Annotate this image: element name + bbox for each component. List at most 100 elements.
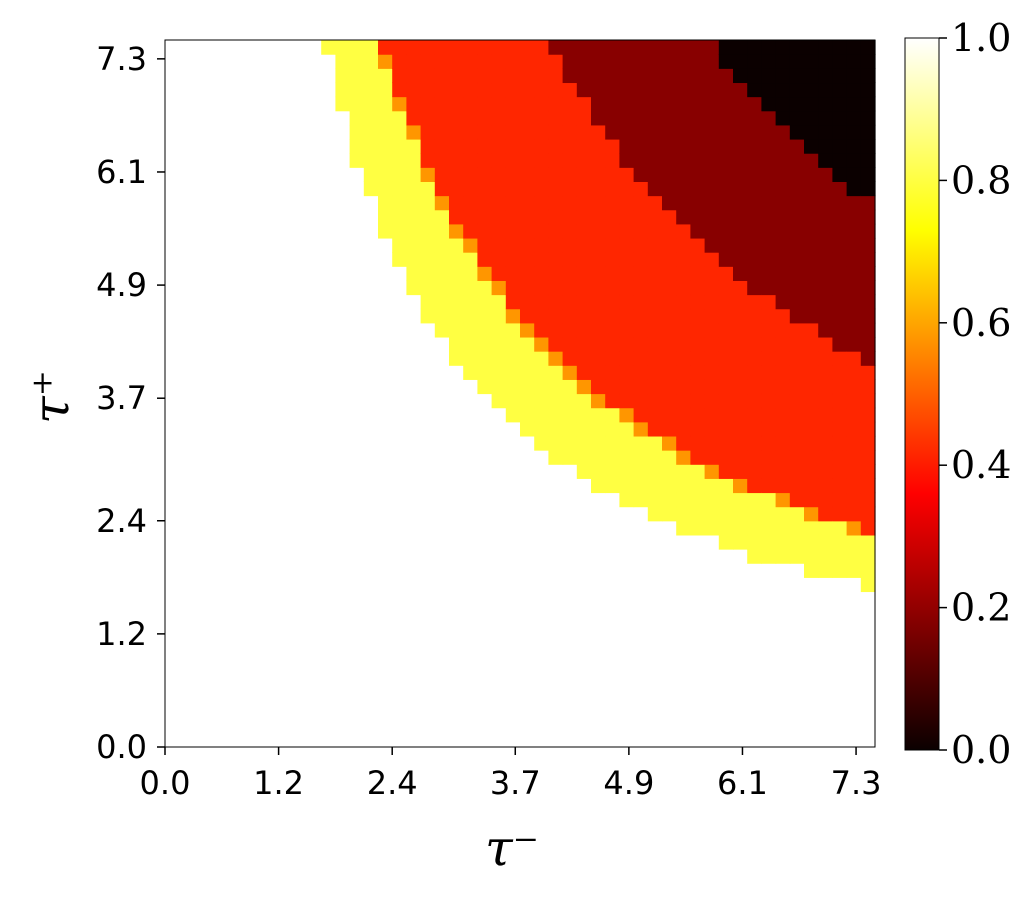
- heatmap-cell: [789, 534, 805, 550]
- heatmap-cell: [534, 68, 549, 84]
- heatmap-cell: [647, 110, 663, 126]
- heatmap-cell: [619, 379, 635, 395]
- heatmap-cell: [647, 124, 663, 140]
- heatmap-cell: [534, 266, 549, 281]
- heatmap-cell: [775, 308, 791, 324]
- heatmap-cell: [733, 492, 748, 508]
- heatmap-cell: [647, 379, 663, 395]
- heatmap-cell: [662, 153, 677, 168]
- heatmap-cell: [520, 266, 535, 281]
- heatmap-cell: [846, 450, 862, 465]
- heatmap-cell: [789, 237, 805, 253]
- heatmap-cell: [846, 124, 862, 140]
- heatmap-cell: [860, 322, 876, 338]
- heatmap-cell: [718, 407, 734, 423]
- heatmap-cell: [591, 294, 606, 310]
- heatmap-cell: [747, 110, 762, 126]
- heatmap-cell: [449, 280, 464, 296]
- heatmap-cell: [733, 351, 748, 366]
- heatmap-cell: [633, 280, 649, 296]
- heatmap-cell: [633, 351, 649, 366]
- heatmap-cell: [605, 407, 620, 423]
- heatmap-cell: [860, 40, 876, 55]
- heatmap-cell: [747, 266, 762, 281]
- heatmap-cell: [789, 464, 805, 479]
- heatmap-cell: [761, 181, 777, 197]
- heatmap-cell: [789, 153, 805, 168]
- heatmap-cell: [619, 393, 635, 409]
- heatmap-cell: [704, 280, 720, 296]
- heatmap-cell: [690, 393, 706, 409]
- heatmap-cell: [619, 68, 635, 84]
- heatmap-cell: [733, 294, 748, 310]
- heatmap-cell: [804, 549, 819, 564]
- heatmap-cell: [520, 308, 535, 324]
- heatmap-cell: [818, 351, 833, 366]
- heatmap-cell: [491, 153, 507, 168]
- heatmap-cell: [804, 336, 819, 352]
- heatmap-cell: [605, 96, 620, 112]
- heatmap-cell: [662, 435, 677, 451]
- heatmap-cell: [747, 54, 762, 69]
- heatmap-cell: [349, 82, 365, 98]
- heatmap-cell: [761, 365, 777, 380]
- heatmap-cell: [832, 520, 848, 536]
- heatmap-cell: [576, 322, 592, 338]
- heatmap-cell: [463, 237, 478, 253]
- heatmap-cell: [619, 96, 635, 112]
- heatmap-cell: [775, 407, 791, 423]
- heatmap-cell: [633, 407, 649, 423]
- heatmap-cell: [860, 450, 876, 465]
- heatmap-cell: [860, 534, 876, 550]
- heatmap-cell: [548, 407, 564, 423]
- heatmap-cell: [804, 393, 819, 409]
- heatmap-cell: [576, 209, 592, 225]
- heatmap-cell: [860, 549, 876, 564]
- heatmap-cell: [789, 478, 805, 494]
- heatmap-cell: [562, 294, 578, 310]
- heatmap-cell: [449, 40, 464, 55]
- heatmap-cell: [562, 351, 578, 366]
- heatmap-cell: [505, 393, 521, 409]
- heatmap-cell: [605, 393, 620, 409]
- y-axis-label: τ⁺: [22, 370, 80, 424]
- heatmap-cell: [718, 153, 734, 168]
- heatmap-cell: [846, 68, 862, 84]
- heatmap-cell: [363, 96, 379, 112]
- heatmap-cell: [534, 153, 549, 168]
- heatmap-cell: [733, 167, 748, 182]
- heatmap-cell: [832, 40, 848, 55]
- heatmap-cell: [520, 322, 535, 338]
- heatmap-cell: [491, 280, 507, 296]
- heatmap-cell: [718, 308, 734, 324]
- heatmap-cell: [846, 96, 862, 112]
- heatmap-cell: [846, 563, 862, 578]
- heatmap-cell: [534, 195, 549, 211]
- heatmap-cell: [505, 153, 521, 168]
- heatmap-cell: [548, 379, 564, 395]
- heatmap-cell: [860, 54, 876, 69]
- heatmap-cell: [591, 435, 606, 451]
- heatmap-cell: [662, 82, 677, 98]
- heatmap-cell: [576, 167, 592, 182]
- heatmap-cell: [804, 563, 819, 578]
- heatmap-cell: [832, 110, 848, 126]
- heatmap-cell: [491, 209, 507, 225]
- heatmap-cell: [662, 181, 677, 197]
- heatmap-cell: [804, 407, 819, 423]
- heatmap-cell: [463, 181, 478, 197]
- heatmap-cell: [718, 167, 734, 182]
- heatmap-cell: [562, 167, 578, 182]
- heatmap-cell: [718, 464, 734, 479]
- heatmap-cell: [463, 195, 478, 211]
- heatmap-cell: [704, 153, 720, 168]
- heatmap-cell: [718, 322, 734, 338]
- heatmap-cell: [647, 435, 663, 451]
- heatmap-cell: [747, 167, 762, 182]
- heatmap-cell: [676, 209, 691, 225]
- heatmap-cell: [662, 464, 677, 479]
- heatmap-cell: [860, 563, 876, 578]
- heatmap-cell: [449, 294, 464, 310]
- heatmap-cell: [775, 138, 791, 154]
- heatmap-cell: [434, 181, 450, 197]
